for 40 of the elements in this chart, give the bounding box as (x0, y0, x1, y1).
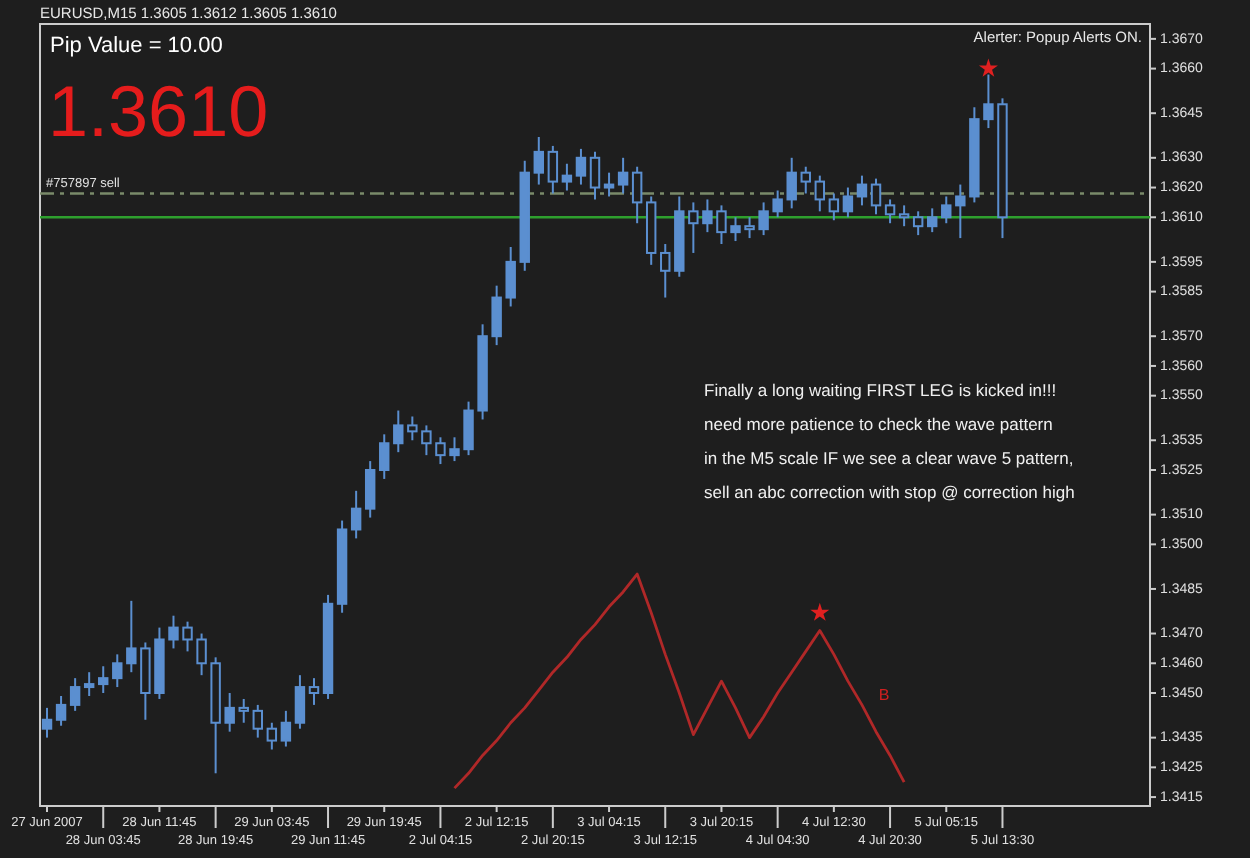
candlestick (617, 156, 629, 195)
candlestick (631, 165, 643, 225)
candlestick (379, 433, 390, 480)
candlestick (294, 674, 306, 730)
candlestick (55, 694, 67, 727)
candlestick (589, 150, 601, 201)
candlestick (350, 489, 362, 540)
candlestick (814, 174, 826, 213)
candlestick (912, 210, 924, 237)
candlestick (252, 703, 263, 739)
candlestick (308, 677, 320, 706)
candlestick (41, 706, 53, 739)
candlestick (884, 198, 896, 225)
candlestick (83, 671, 95, 697)
candlestick (575, 147, 587, 186)
candlestick (112, 653, 123, 689)
candlestick (561, 162, 573, 192)
candlestick (98, 665, 109, 695)
candlestick (266, 721, 278, 751)
line-series (453, 572, 906, 790)
annotation: Finally a long waiting FIRST LEG is kicked in!!! need more patience to check the wave pattern in the M5 scale IF we see a clear wave 5 pattern, sell an abc correction with stop @ correction high (704, 380, 1076, 502)
candlestick (280, 709, 292, 748)
candlestick (941, 195, 952, 225)
candlestick (603, 171, 615, 198)
annotation: 1.3610 (48, 70, 269, 152)
candlestick (842, 186, 854, 219)
annotation: B (878, 686, 890, 704)
candlestick (898, 204, 910, 228)
candlestick (870, 177, 882, 216)
candlestick (828, 192, 840, 222)
candlestick (69, 677, 81, 712)
candlestick (238, 697, 249, 724)
candlestick (800, 165, 811, 195)
candlestick (927, 207, 938, 234)
chart-subtitle: Pip Value = 10.00 (50, 34, 223, 58)
candlestick (856, 174, 868, 207)
candlestick (660, 243, 671, 299)
candlestick (364, 460, 376, 519)
candlestick (533, 135, 545, 186)
candlestick (547, 144, 559, 195)
